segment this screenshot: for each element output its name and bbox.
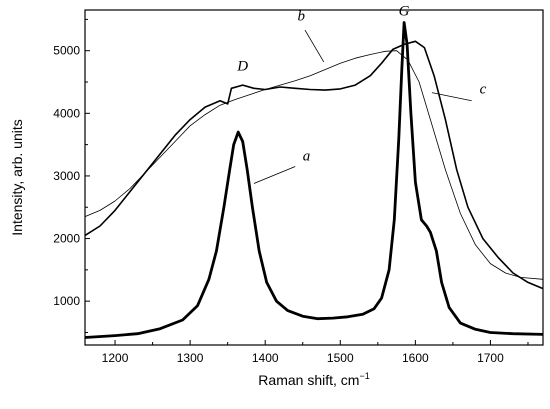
x-tick-label: 1600 xyxy=(402,351,429,365)
series-a-line xyxy=(84,21,544,339)
annotation-a: a xyxy=(303,148,311,164)
x-tick-label: 1700 xyxy=(477,351,504,365)
annotation-G: G xyxy=(399,4,410,20)
annotation-b: b xyxy=(297,9,305,25)
x-axis-title-text: Raman shift, cm xyxy=(258,372,359,388)
y-tick-label: 5000 xyxy=(53,44,80,58)
y-axis-title: Intensity, arb. units xyxy=(9,119,25,235)
annotation-leader-line xyxy=(304,29,325,63)
y-axis: 1000 2000 3000 4000 5000 xyxy=(53,18,90,333)
annotation-c: c xyxy=(480,81,487,97)
y-tick-label: 2000 xyxy=(53,232,80,246)
annotation-leader-line xyxy=(253,166,296,184)
x-tick-label: 1400 xyxy=(252,351,279,365)
plot-area: G Db c a xyxy=(84,4,544,339)
x-tick-label: 1200 xyxy=(102,351,129,365)
y-tick-label: 3000 xyxy=(53,169,80,183)
series-b-line xyxy=(84,50,544,280)
x-axis-title: Raman shift, cm−1 xyxy=(258,371,369,388)
annotation-leader-line xyxy=(431,92,472,102)
x-axis: 1200 1300 1400 1500 1600 1700 xyxy=(102,340,529,365)
y-tick-label: 4000 xyxy=(53,106,80,120)
plot-frame xyxy=(84,9,544,346)
x-tick-label: 1300 xyxy=(177,351,204,365)
x-axis-title-superscript: −1 xyxy=(359,371,369,381)
series-c-line xyxy=(84,40,544,290)
annotation-D: D xyxy=(236,59,248,75)
x-tick-label: 1500 xyxy=(327,351,354,365)
y-tick-label: 1000 xyxy=(53,294,80,308)
